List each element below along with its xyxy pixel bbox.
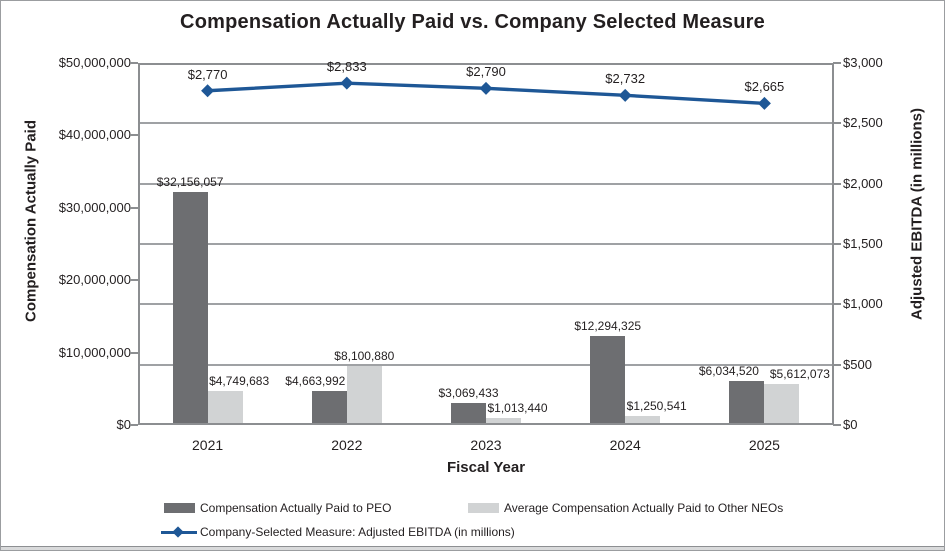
bar-neo-2024 — [625, 415, 661, 425]
gridline — [138, 243, 834, 245]
right-axis-tick — [833, 303, 841, 306]
bar-neo-2023 — [486, 417, 521, 425]
ebitda-value-label: $2,770 — [187, 66, 228, 82]
bar-value-label: $12,294,325 — [574, 318, 642, 333]
peo-legend-swatch — [164, 503, 195, 513]
x-axis-tick-label: 2025 — [748, 437, 780, 453]
left-axis-tick — [130, 279, 138, 282]
left-axis-title: Compensation Actually Paid — [22, 120, 40, 322]
right-axis-tick-label: $3,000 — [843, 55, 883, 70]
ebitda-value-label: $2,665 — [744, 79, 785, 95]
bar-peo-2022 — [311, 391, 347, 425]
right-axis-tick-label: $2,000 — [843, 175, 883, 191]
neo-legend-label: Average Compensation Actually Paid to Ot… — [504, 501, 784, 515]
right-axis-tick — [833, 122, 841, 125]
x-axis-tick-label: 2024 — [609, 437, 641, 453]
right-axis-tick-label: $1,500 — [843, 236, 883, 251]
left-axis-tick — [130, 206, 138, 209]
peo-legend-label: Compensation Actually Paid to PEO — [200, 501, 392, 515]
left-axis-tick-label: $30,000,000 — [58, 199, 131, 215]
bar-value-label: $4,749,683 — [209, 373, 270, 388]
ebitda-point-marker — [201, 84, 215, 98]
plot-area: $32,156,057 $4,749,683 $4,663,992 $8,100,88… — [138, 59, 834, 425]
bar-peo-2025 — [729, 381, 765, 425]
right-axis-tick-label: $1,000 — [843, 296, 883, 312]
chart-title: Compensation Actually Paid vs. Company S… — [180, 11, 765, 33]
bar-value-label: $4,663,992 — [285, 374, 346, 389]
bar-neo-2021 — [207, 390, 243, 425]
right-axis-tick-label: $500 — [843, 356, 872, 372]
right-axis-tick-label: $2,500 — [843, 115, 883, 131]
bar-value-label: $1,250,541 — [626, 398, 687, 413]
bar-value-label: $8,100,880 — [334, 349, 395, 364]
right-axis-tick — [833, 182, 841, 185]
ebitda-value-label: $2,833 — [326, 59, 367, 75]
legend-item-ebitda: Company-Selected Measure: Adjusted EBITD… — [161, 525, 515, 539]
right-axis-tick — [833, 363, 841, 366]
bottom-edge — [1, 546, 944, 550]
right-axis-title: Adjusted EBITDA (in millions) — [908, 108, 926, 320]
left-axis-tick-label: $20,000,000 — [58, 272, 131, 288]
left-axis-tick-label: $10,000,000 — [58, 344, 131, 360]
ebitda-legend-label: Company-Selected Measure: Adjusted EBITD… — [200, 525, 515, 539]
right-axis-tick — [833, 424, 841, 426]
neo-legend-swatch — [468, 503, 499, 513]
ebitda-value-label: $2,790 — [466, 64, 506, 80]
bar-neo-2022 — [346, 366, 382, 425]
bar-value-label: $6,034,520 — [698, 364, 759, 379]
left-axis-tick — [130, 62, 138, 64]
left-axis-tick — [130, 424, 138, 426]
bar-neo-2025 — [764, 384, 800, 425]
ebitda-point-marker — [340, 76, 354, 90]
bar-peo-2024 — [590, 336, 626, 425]
bar-peo-2021 — [172, 192, 208, 425]
x-axis-tick-label: 2022 — [331, 437, 363, 453]
left-axis-tick-label: $40,000,000 — [58, 127, 131, 143]
left-axis-tick — [130, 351, 138, 354]
bar-value-label: $3,069,433 — [438, 385, 499, 400]
x-axis-tick-label: 2021 — [192, 437, 224, 453]
bar-peo-2023 — [451, 402, 486, 425]
left-axis-tick — [130, 134, 138, 137]
ebitda-value-label: $2,732 — [605, 71, 646, 87]
left-axis-tick-label: $50,000,000 — [58, 55, 131, 70]
right-axis-tick — [833, 62, 841, 64]
ebitda-line — [201, 76, 771, 110]
bar-value-label: $5,612,073 — [769, 367, 830, 382]
bar-value-label: $32,156,057 — [156, 175, 224, 190]
right-axis-tick-label: $0 — [843, 417, 858, 432]
legend-item-peo: Compensation Actually Paid to PEO — [164, 501, 391, 515]
gridline — [138, 303, 834, 306]
x-axis-tick-label: 2023 — [470, 437, 502, 453]
right-axis-tick — [833, 243, 841, 245]
ebitda-point-marker — [757, 96, 771, 110]
gridline — [138, 122, 834, 125]
ebitda-legend-swatch — [161, 526, 197, 538]
bar-value-label: $1,013,440 — [487, 400, 548, 415]
diamond-marker-icon — [172, 526, 184, 538]
left-axis-tick-label: $0 — [116, 417, 131, 432]
legend-item-neo: Average Compensation Actually Paid to Ot… — [468, 501, 783, 515]
gridline — [138, 363, 834, 366]
ebitda-point-marker — [479, 81, 493, 95]
gridline — [138, 182, 834, 185]
ebitda-point-marker — [618, 88, 632, 102]
x-axis-title: Fiscal Year — [446, 459, 526, 476]
